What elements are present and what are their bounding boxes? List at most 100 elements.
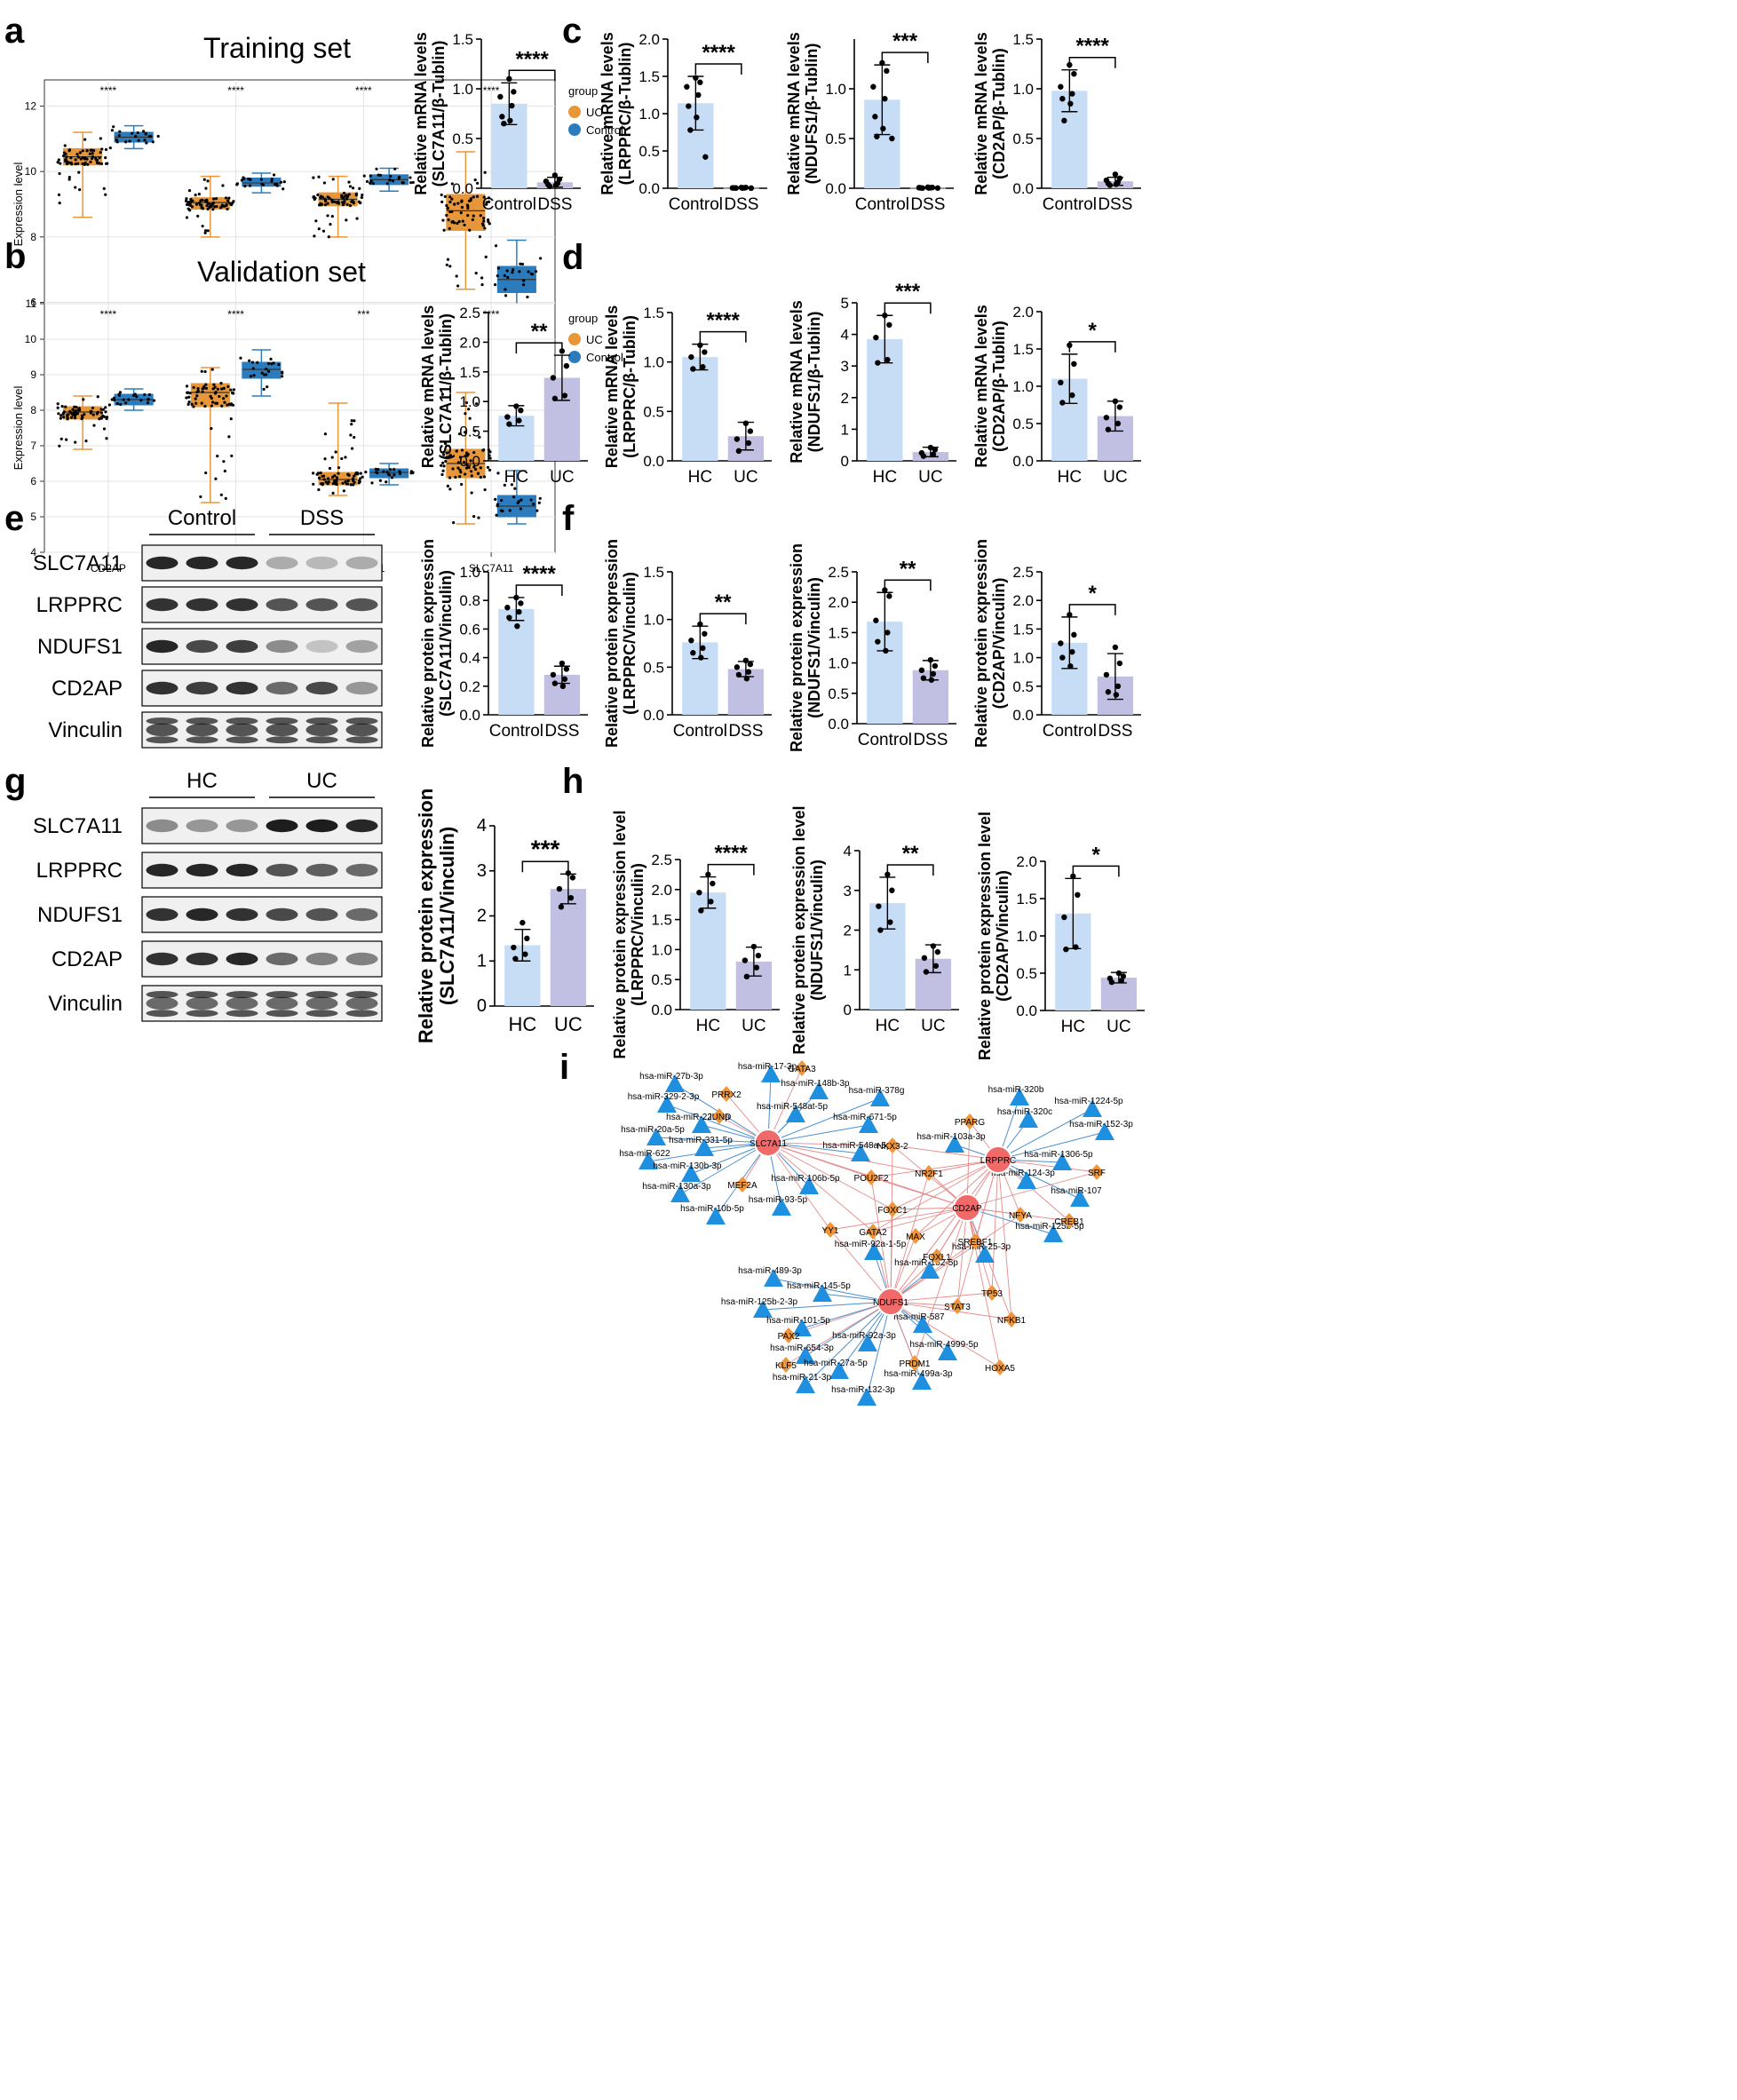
mirna-label: hsa-miR-320b xyxy=(988,1085,1044,1095)
data-point xyxy=(152,399,156,402)
tf-node xyxy=(719,1086,734,1102)
data-point xyxy=(89,160,92,164)
blot-panel xyxy=(141,807,383,844)
y-tick-label: 4 xyxy=(844,843,852,860)
data-point xyxy=(747,661,754,668)
y-axis-label: (LRPPRC/Vinculin) xyxy=(629,863,646,1006)
data-point xyxy=(518,408,524,414)
data-point xyxy=(317,227,321,231)
significance-label: **** xyxy=(355,84,372,97)
mirna-label: hsa-miR-101-5p xyxy=(766,1316,830,1326)
significance-label: **** xyxy=(483,84,500,97)
data-point xyxy=(117,392,121,396)
mirna-label: hsa-miR-130b-3p xyxy=(653,1161,722,1171)
data-point xyxy=(698,654,704,661)
significance-bracket xyxy=(699,613,747,625)
legend-label: Control xyxy=(586,351,623,364)
data-point xyxy=(189,197,193,201)
blot-band xyxy=(186,819,218,833)
data-point xyxy=(1105,689,1112,695)
data-point xyxy=(352,483,355,487)
mirna-node xyxy=(670,1185,690,1202)
data-point xyxy=(1103,415,1110,421)
network-edge xyxy=(767,1142,893,1146)
data-point xyxy=(745,669,752,675)
blot-panel xyxy=(141,940,383,978)
blot-band xyxy=(305,556,338,570)
data-point xyxy=(67,178,71,181)
network-edge xyxy=(666,1104,769,1144)
data-point xyxy=(551,172,559,178)
data-point xyxy=(700,364,706,370)
blot-band xyxy=(305,639,338,654)
data-point xyxy=(385,480,388,484)
data-point xyxy=(345,202,349,206)
panel-letter-e: e xyxy=(4,499,24,538)
legend-marker xyxy=(568,333,581,345)
data-point xyxy=(1075,892,1081,898)
data-point xyxy=(391,179,395,183)
data-point xyxy=(224,196,228,200)
data-point xyxy=(440,472,444,477)
network-edge xyxy=(679,1142,769,1195)
y-tick-label: 0.5 xyxy=(825,131,846,147)
barchart-h2: 0.0 0.5 1.0 1.5 2.0 2.5 HC UC **** Relative prote… xyxy=(611,810,780,1059)
data-point xyxy=(512,268,515,272)
data-point xyxy=(482,217,486,220)
data-point xyxy=(201,225,204,228)
data-point xyxy=(513,403,520,409)
data-point xyxy=(1116,660,1123,667)
y-tick-label: 2.5 xyxy=(459,305,480,321)
y-tick-label: 0.5 xyxy=(638,143,660,160)
data-point xyxy=(317,175,321,178)
data-point xyxy=(494,244,498,248)
data-point xyxy=(204,186,208,190)
y-tick-label: 1.5 xyxy=(1016,891,1037,907)
data-point xyxy=(227,402,231,406)
y-tick-label: 2.0 xyxy=(1016,853,1037,870)
panel-letter-h: h xyxy=(562,762,583,801)
data-point xyxy=(65,155,68,159)
data-point xyxy=(459,211,463,215)
x-tick-label: DSS xyxy=(728,722,763,741)
data-point xyxy=(440,200,444,203)
barchart-d3: 0 1 2 3 4 5 HC UC *** Relative mRNA levels (NDUFS1… xyxy=(788,280,956,487)
data-point xyxy=(483,170,487,174)
data-point xyxy=(137,139,140,142)
data-point xyxy=(409,181,413,185)
data-point xyxy=(513,487,517,490)
data-point xyxy=(326,214,329,218)
data-point xyxy=(511,944,517,951)
data-point xyxy=(59,414,63,417)
data-point xyxy=(1071,361,1077,367)
network-edge xyxy=(966,1171,1098,1208)
data-point xyxy=(872,114,878,120)
network-edge xyxy=(914,1207,968,1364)
data-point xyxy=(360,195,363,200)
blot-band xyxy=(266,863,298,877)
data-point xyxy=(213,205,217,209)
data-point xyxy=(516,501,520,505)
data-point xyxy=(1073,944,1079,950)
data-point xyxy=(269,357,273,361)
network-edge xyxy=(870,1177,892,1303)
significance-label: * xyxy=(1088,582,1097,606)
tf-node xyxy=(950,1298,964,1314)
data-point xyxy=(64,160,67,163)
y-tick-label: 1.0 xyxy=(452,81,473,98)
data-point xyxy=(118,391,123,394)
y-tick-label: 0 xyxy=(841,453,849,470)
data-point xyxy=(559,660,566,667)
mirna-node xyxy=(786,1105,805,1122)
tf-label: KLF5 xyxy=(775,1361,797,1371)
blot-band xyxy=(345,819,378,833)
data-point xyxy=(480,276,484,280)
data-point xyxy=(215,204,218,209)
data-point xyxy=(923,969,930,975)
mirna-node xyxy=(858,1334,877,1351)
data-point xyxy=(874,133,880,139)
y-axis-label: (SLC7A11/β-Tublin) xyxy=(437,313,455,460)
network-edge xyxy=(838,1301,892,1372)
data-point xyxy=(462,460,466,464)
legend-label: UC xyxy=(586,333,603,346)
